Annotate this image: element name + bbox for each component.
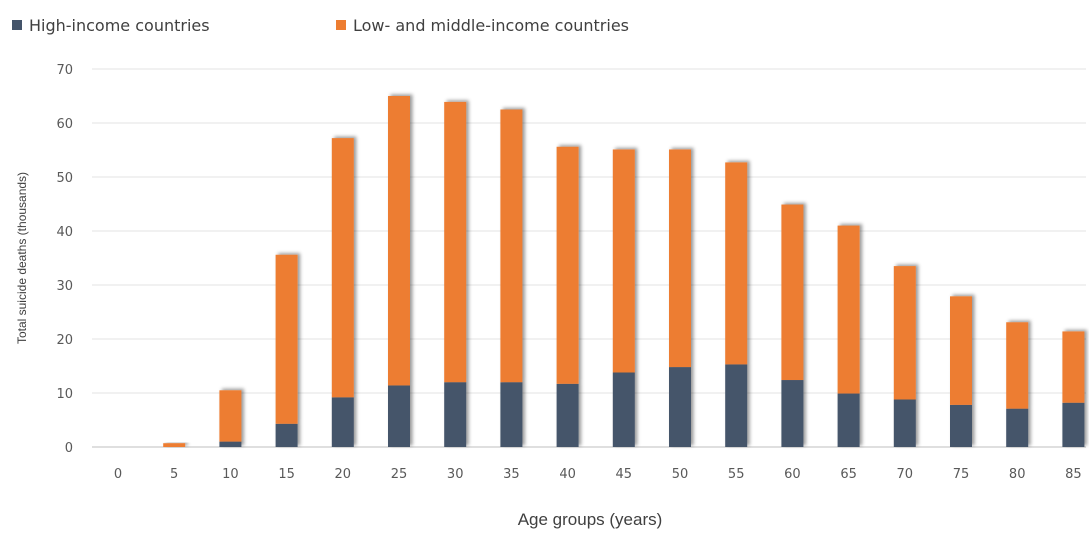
bar-stack: [781, 204, 804, 447]
bar-segment-high-income: [669, 367, 691, 447]
y-axis-ticks: 0 10 20 30 40 50 60 70: [56, 63, 73, 456]
bar-segment-high-income: [388, 385, 410, 447]
bar-segment-high-income: [1062, 402, 1085, 447]
bar-segment-low-middle-income: [1062, 331, 1085, 403]
bar-stack: [556, 146, 579, 447]
bar-stack: [612, 149, 635, 447]
x-tick-label: 65: [840, 467, 857, 482]
x-tick-label: 50: [672, 467, 689, 482]
bar-segment-low-middle-income: [950, 296, 972, 405]
bar-segment-high-income: [837, 393, 860, 447]
bar-segment-high-income: [725, 364, 748, 447]
x-tick-label: 60: [784, 467, 801, 482]
bar-segment-low-middle-income: [669, 149, 691, 368]
y-tick-label: 70: [56, 63, 73, 78]
x-tick-label: 85: [1065, 467, 1082, 482]
legend-label-high-income: High-income countries: [29, 16, 210, 35]
bar-stack: [1006, 322, 1029, 447]
bar-segment-high-income: [500, 382, 523, 447]
y-tick-label: 20: [56, 333, 73, 348]
x-tick-label: 70: [897, 467, 914, 482]
bar-segment-high-income: [1006, 408, 1029, 447]
y-tick-label: 50: [56, 171, 73, 186]
bar-segment-low-middle-income: [556, 146, 579, 384]
bar-segment-high-income: [219, 441, 242, 447]
y-tick-label: 10: [56, 387, 73, 402]
legend: High-income countries Low- and middle-in…: [12, 16, 629, 35]
x-axis-title: Age groups (years): [518, 510, 663, 529]
bar-segment-low-middle-income: [612, 149, 635, 373]
x-tick-label: 35: [503, 467, 520, 482]
bars: [163, 96, 1085, 447]
x-tick-label: 10: [222, 467, 239, 482]
bar-segment-low-middle-income: [219, 390, 242, 442]
bar-segment-high-income: [444, 382, 467, 447]
bar-segment-low-middle-income: [500, 109, 523, 383]
bar-stack: [669, 149, 691, 447]
bar-segment-high-income: [612, 372, 635, 447]
y-tick-label: 30: [56, 279, 73, 294]
bar-stack: [725, 162, 748, 447]
bar-segment-low-middle-income: [388, 96, 410, 386]
bar-segment-low-middle-income: [275, 254, 298, 424]
gridlines: [92, 68, 1086, 448]
bar-stack: [500, 109, 523, 447]
bar-stack: [275, 254, 298, 447]
bar-segment-high-income: [781, 380, 804, 447]
y-tick-label: 0: [65, 441, 73, 456]
bar-stack: [893, 266, 916, 447]
bar-stack: [1062, 331, 1085, 447]
bar-segment-low-middle-income: [893, 266, 916, 400]
x-tick-label: 75: [953, 467, 970, 482]
legend-label-low-middle-income: Low- and middle-income countries: [353, 16, 629, 35]
x-tick-label: 15: [278, 467, 295, 482]
x-tick-label: 80: [1009, 467, 1026, 482]
bar-stack: [837, 225, 860, 447]
bar-stack: [163, 443, 186, 447]
bar-segment-low-middle-income: [837, 225, 860, 394]
bar-segment-high-income: [556, 383, 579, 447]
bar-segment-high-income: [275, 423, 298, 447]
legend-item-low-middle-income: Low- and middle-income countries: [336, 16, 629, 35]
bar-segment-low-middle-income: [331, 138, 354, 398]
bar-stack: [219, 390, 242, 447]
bar-stack: [444, 101, 467, 447]
y-tick-label: 60: [56, 117, 73, 132]
y-tick-label: 40: [56, 225, 73, 240]
x-tick-label: 0: [114, 467, 122, 482]
bar-stack: [388, 96, 410, 447]
x-axis-ticks: 0 5 10 15 20 25 30 35 40 45 50 55 60 65 70 75 80 85: [114, 467, 1082, 482]
x-tick-label: 55: [728, 467, 745, 482]
bar-segment-high-income: [950, 404, 972, 447]
legend-item-high-income: High-income countries: [12, 16, 210, 35]
x-tick-label: 45: [616, 467, 633, 482]
x-tick-label: 25: [391, 467, 408, 482]
x-tick-label: 5: [170, 467, 178, 482]
x-tick-label: 30: [447, 467, 464, 482]
x-tick-label: 40: [559, 467, 576, 482]
legend-swatch-low-middle-income: [336, 20, 346, 30]
bar-segment-high-income: [893, 399, 916, 447]
bar-segment-low-middle-income: [725, 162, 748, 365]
bar-segment-low-middle-income: [1006, 322, 1029, 409]
bar-stack: [950, 296, 972, 447]
bar-segment-low-middle-income: [163, 443, 186, 447]
bar-segment-high-income: [331, 397, 354, 447]
y-axis-title: Total suicide deaths (thousands): [15, 172, 29, 344]
bar-segment-low-middle-income: [444, 101, 467, 383]
legend-swatch-high-income: [12, 20, 22, 30]
bar-stack: [331, 138, 354, 447]
bar-segment-low-middle-income: [781, 204, 804, 381]
x-tick-label: 20: [335, 467, 352, 482]
